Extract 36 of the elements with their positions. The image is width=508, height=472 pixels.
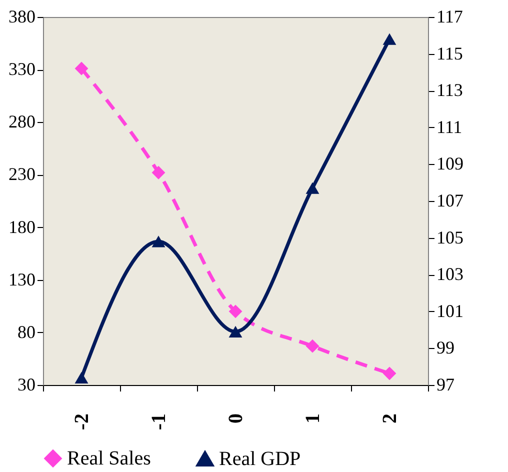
y2-tick-label: 107: [436, 190, 464, 210]
y2-tick-label: 99: [436, 338, 454, 358]
y-tick-label: 280: [8, 112, 36, 132]
point: [228, 326, 242, 338]
y2-tick-label: 97: [436, 374, 454, 394]
y-tick-label: 180: [8, 216, 36, 237]
point: [382, 33, 396, 45]
y2-tick-label: 117: [436, 6, 463, 26]
y2-tick-label: 105: [436, 227, 464, 248]
point: [74, 62, 88, 76]
y2-tick-label: 109: [436, 154, 464, 174]
y-tick-label: 80: [18, 322, 36, 342]
y2-tick-label: 115: [436, 43, 463, 64]
point: [228, 304, 242, 318]
point: [306, 339, 320, 353]
x-tick-label: -2: [71, 414, 93, 430]
point: [74, 372, 88, 384]
y-tick-label: 130: [8, 269, 36, 290]
x-tick-label: 2: [379, 414, 401, 424]
y2-tick-label: 113: [436, 80, 463, 100]
point: [382, 366, 396, 380]
y2-tick-label: 111: [436, 116, 462, 137]
x-tick-label: -1: [148, 414, 170, 430]
y-tick-label: 330: [8, 59, 36, 80]
point: [152, 166, 166, 180]
y2-tick-label: 103: [436, 264, 464, 284]
legend-label: Real Sales: [67, 447, 152, 470]
y-tick-label: 230: [8, 164, 36, 184]
x-tick-label: 0: [225, 414, 247, 424]
y2-tick-label: 101: [436, 300, 464, 321]
point: [152, 236, 166, 248]
legend-label: Real GDP: [219, 448, 301, 470]
point: [306, 182, 320, 194]
x-tick-label: 1: [302, 414, 324, 424]
y-tick-label: 30: [18, 374, 36, 394]
y-tick-label: 380: [8, 6, 36, 26]
